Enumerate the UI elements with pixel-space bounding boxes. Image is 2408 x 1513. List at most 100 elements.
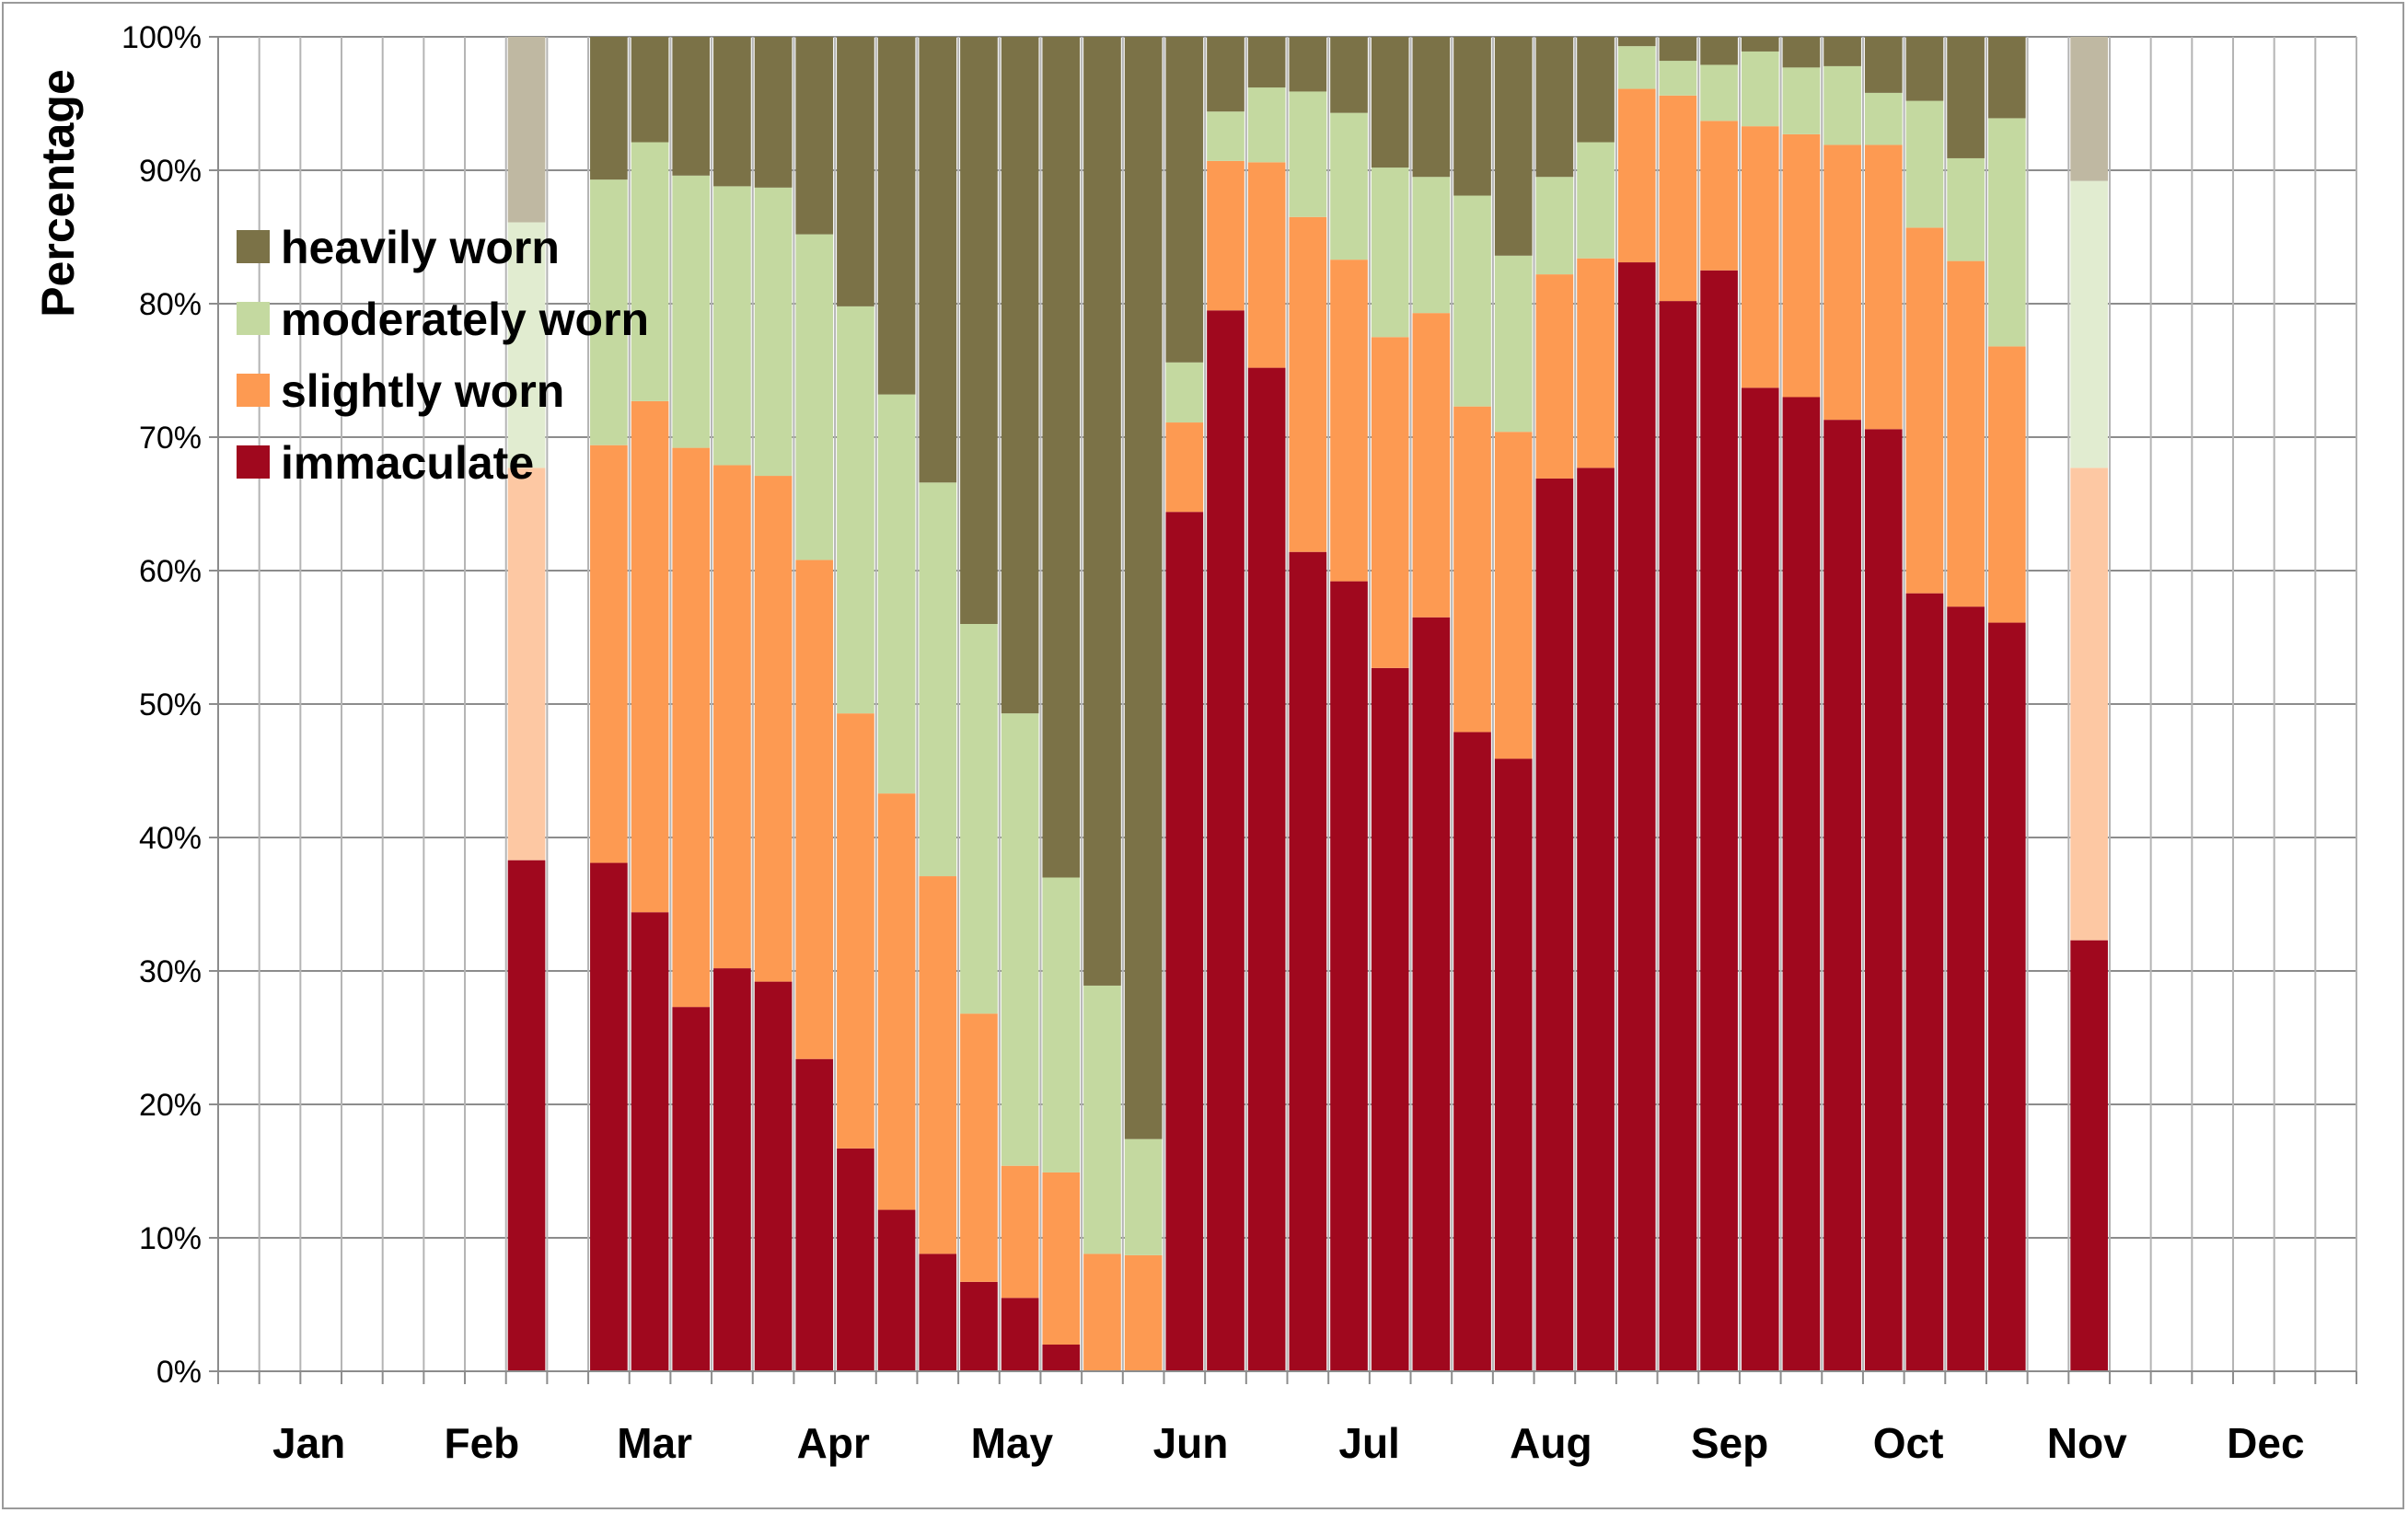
bar-segment-slightly-worn <box>1247 162 1286 368</box>
bar-segment-heavily-worn <box>1823 37 1861 66</box>
bar-segment-immaculate <box>1617 262 1656 1371</box>
bar-segment-immaculate <box>1905 593 1944 1371</box>
bar-segment-slightly-worn <box>1659 95 1697 302</box>
bar-segment-slightly-worn <box>1371 337 1409 668</box>
bar-segment-heavily-worn <box>877 37 916 395</box>
legend-swatch <box>237 230 270 263</box>
bar-segment-moderately-worn <box>1700 64 1738 121</box>
bar-segment-immaculate <box>590 862 628 1371</box>
bar-segment-moderately-worn <box>877 394 916 794</box>
bar-segment-heavily-worn <box>1947 37 1985 158</box>
bar-segment-heavily-worn <box>1207 37 1245 112</box>
bar-segment-moderately-worn <box>1987 118 2026 347</box>
bar-segment-immaculate <box>1577 468 1615 1372</box>
y-tick-label: 40% <box>139 821 202 856</box>
bar-segment-slightly-worn <box>754 476 793 982</box>
bar-segment-heavily-worn <box>754 37 793 188</box>
bar-segment-heavily-worn <box>919 37 957 483</box>
bar-segment-moderately-worn <box>1535 177 1574 275</box>
bar-segment-slightly-worn <box>1453 406 1491 733</box>
legend-swatch <box>237 445 270 479</box>
bar-segment-immaculate <box>1207 310 1245 1371</box>
bar-stack <box>1165 37 1204 1371</box>
bar-segment-immaculate <box>1371 667 1409 1371</box>
bar-segment-moderately-worn <box>1864 92 1903 145</box>
month-label: Apr <box>797 1419 870 1467</box>
bar-segment-slightly-worn <box>1782 133 1821 398</box>
y-tick-label: 90% <box>139 154 202 189</box>
bar-segment-moderately-worn <box>2070 180 2108 468</box>
bar-segment-moderately-worn <box>1247 87 1286 163</box>
bar-segment-immaculate <box>1782 397 1821 1371</box>
bar-segment-heavily-worn <box>1864 37 1903 93</box>
y-tick-label: 100% <box>122 20 202 55</box>
bar-segment-slightly-worn <box>1330 260 1368 582</box>
bar-segment-moderately-worn <box>631 142 669 401</box>
month-label: Mar <box>617 1419 692 1467</box>
bar-segment-moderately-worn <box>1001 713 1039 1166</box>
y-tick-label: 50% <box>139 687 202 722</box>
bar-segment-immaculate <box>1289 551 1327 1371</box>
y-tick-labels: 0% 10% 20% 30% 40% 50% 60% 70% 80% 90% 100% <box>122 20 202 1390</box>
bar-segment-heavily-worn <box>1124 37 1163 1139</box>
bar-segment-moderately-worn <box>754 187 793 477</box>
bar-stack <box>1494 37 1533 1371</box>
bar-segment-moderately-worn <box>960 624 998 1014</box>
bar-segment-immaculate <box>960 1281 998 1371</box>
bar-segment-slightly-worn <box>590 445 628 863</box>
bar-stack <box>1412 37 1451 1371</box>
bar-segment-heavily-worn <box>1535 37 1574 178</box>
y-tick-label: 0% <box>156 1355 202 1390</box>
bar-segment-moderately-worn <box>1782 67 1821 134</box>
bar-segment-immaculate <box>795 1058 834 1371</box>
bar-segment-immaculate <box>1535 478 1574 1371</box>
bar-stack <box>1207 37 1245 1371</box>
bar-segment-slightly-worn <box>631 400 669 913</box>
bar-segment-slightly-worn <box>960 1013 998 1282</box>
bar-segment-slightly-worn <box>1577 258 1615 468</box>
bar-segment-heavily-worn <box>1001 37 1039 714</box>
bar-segment-immaculate <box>837 1148 874 1371</box>
bar-stack <box>1083 37 1121 1371</box>
bar-stack <box>1247 37 1286 1372</box>
bar-stack <box>1001 37 1039 1371</box>
bar-segment-heavily-worn <box>795 37 834 235</box>
bar-segment-heavily-worn <box>1453 37 1491 196</box>
bar-segment-slightly-worn <box>1535 274 1574 479</box>
bar-segment-moderately-worn <box>795 234 834 560</box>
bar-segment-heavily-worn <box>1494 37 1533 256</box>
bar-segment-slightly-worn <box>1165 422 1204 513</box>
legend: heavily worn moderately worn slightly worn… <box>237 222 649 489</box>
bar-stack <box>631 37 669 1371</box>
bar-segment-slightly-worn <box>1700 121 1738 271</box>
axes <box>217 37 2357 1384</box>
bar-segment-heavily-worn <box>1617 37 1656 47</box>
month-label: Nov <box>2047 1419 2127 1467</box>
bar-segment-moderately-worn <box>1741 51 1779 127</box>
bar-segment-immaculate <box>1659 301 1697 1372</box>
bar-segment-heavily-worn <box>507 37 546 223</box>
bar-segment-immaculate <box>1001 1298 1039 1371</box>
bar-segment-immaculate <box>1494 758 1533 1371</box>
bar-segment-moderately-worn <box>672 175 711 448</box>
bar-segment-moderately-worn <box>1083 985 1121 1254</box>
bar-segment-slightly-worn <box>1289 216 1327 552</box>
bar-stack <box>877 37 916 1371</box>
bar-stack <box>1864 37 1903 1371</box>
bar-stack <box>754 37 793 1371</box>
bar-segment-immaculate <box>1700 270 1738 1371</box>
bar-segment-moderately-worn <box>1494 255 1533 433</box>
bar-segment-heavily-worn <box>1412 37 1451 178</box>
bar-segment-immaculate <box>1453 732 1491 1371</box>
y-tick-label: 60% <box>139 554 202 589</box>
bar-stack <box>1700 37 1738 1371</box>
bar-segment-immaculate <box>877 1209 916 1371</box>
bar-stack <box>795 37 834 1371</box>
bar-stack <box>713 37 751 1371</box>
bar-stack <box>1124 37 1163 1371</box>
bar-segment-immaculate <box>1987 622 2026 1371</box>
bar-segment-heavily-worn <box>1659 37 1697 62</box>
bar-stack <box>1905 37 1944 1371</box>
legend-label: slightly worn <box>281 365 564 417</box>
bar-segment-moderately-worn <box>507 222 546 468</box>
